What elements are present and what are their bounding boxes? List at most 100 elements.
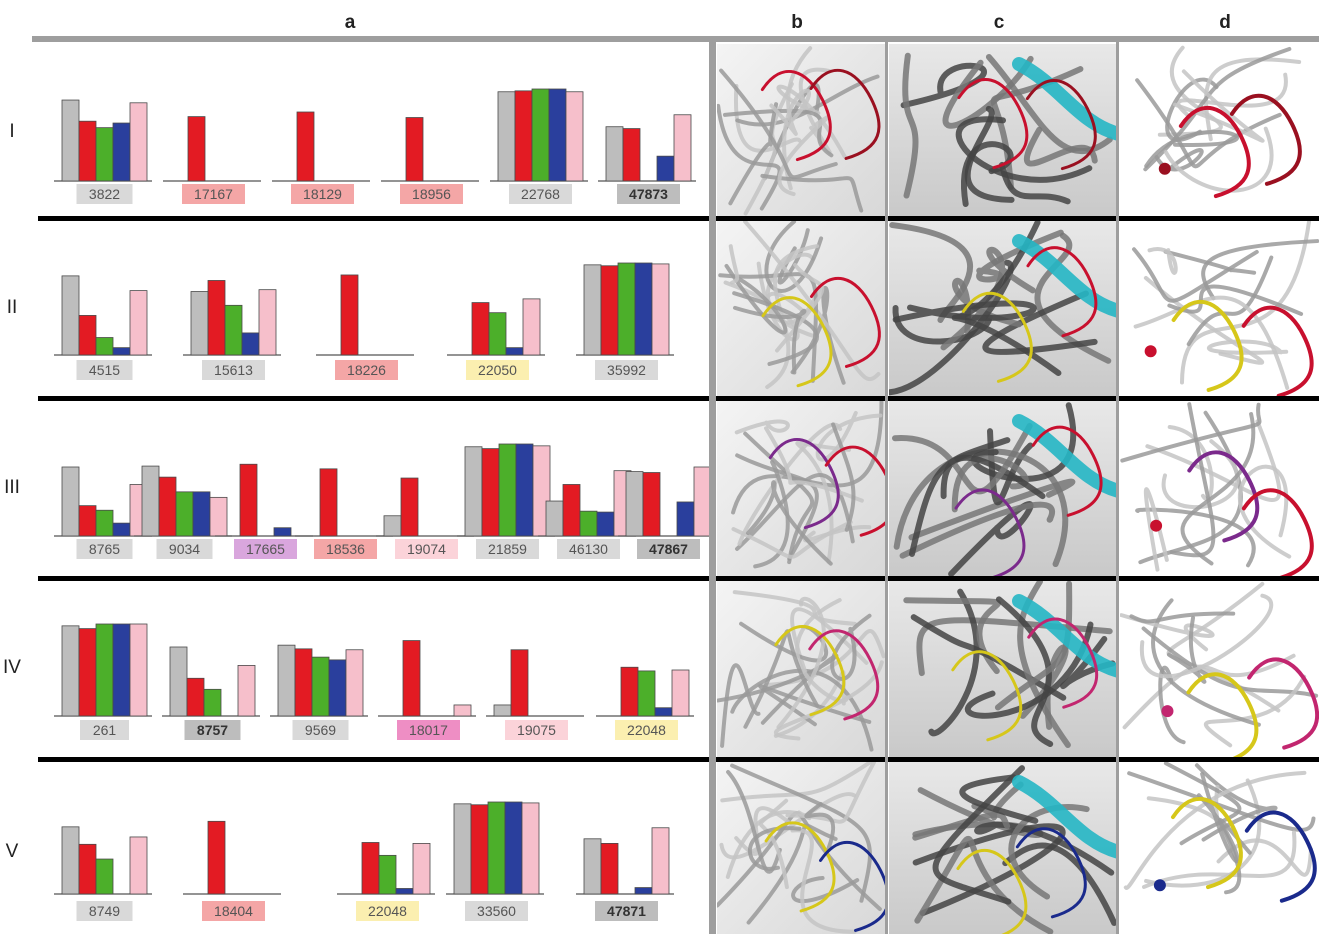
- bar-chart: 47873: [598, 114, 696, 204]
- bar-chart: 9569: [270, 644, 368, 740]
- highlight-loop: [824, 445, 885, 537]
- bar-pink: [453, 704, 472, 717]
- highlight-loop: [1241, 488, 1314, 576]
- structure-strand: [1129, 611, 1236, 624]
- bar-blue: [634, 887, 653, 895]
- structure-strand: [998, 161, 1071, 205]
- structure-id-label: 9034: [169, 541, 200, 557]
- id-label-background: [182, 184, 245, 204]
- structure-id-label: 21859: [488, 541, 527, 557]
- structure-strand: [1180, 221, 1312, 385]
- structure-strand: [1140, 593, 1273, 679]
- structure-strand: [928, 588, 980, 737]
- structure-panel-c: [889, 221, 1116, 396]
- id-label-background: [291, 184, 354, 204]
- structure-strand: [753, 460, 790, 569]
- structure-id-label: 3822: [89, 186, 120, 202]
- structure-strand: [976, 229, 1064, 283]
- highlight-loop: [1186, 672, 1259, 757]
- bar-pink: [129, 836, 148, 895]
- bar-red: [622, 128, 641, 182]
- bar-chart: 33560: [446, 801, 544, 921]
- bar-pink: [258, 289, 277, 356]
- bar-blue: [112, 623, 131, 717]
- structure-strand: [1203, 674, 1307, 748]
- structure-strand: [757, 629, 885, 688]
- bar-green: [203, 688, 222, 717]
- highlight-loop: [1171, 797, 1243, 890]
- structure-strand: [732, 590, 857, 626]
- bar-blue: [656, 155, 675, 182]
- bar-red: [481, 448, 500, 537]
- bar-red: [402, 640, 421, 717]
- bar-red: [296, 111, 315, 182]
- structure-id-label: 19074: [407, 541, 446, 557]
- id-label-background: [476, 539, 539, 559]
- structure-panel-c: [889, 581, 1116, 757]
- structure-strand: [1017, 581, 1071, 749]
- bar-chart: 47871: [576, 827, 674, 921]
- highlight-loop: [1025, 79, 1097, 171]
- structure-panel-d: [1120, 401, 1319, 576]
- structure-id-label: 47871: [607, 903, 646, 919]
- bar-blue: [504, 801, 523, 895]
- bar-chart: 18017: [378, 640, 476, 740]
- highlight-loop: [1244, 810, 1317, 903]
- structure-id-label: 18404: [214, 903, 253, 919]
- structure-strand: [831, 422, 856, 532]
- bar-green: [95, 623, 114, 717]
- structure-strand: [964, 621, 1094, 719]
- bar-chart: 18404: [183, 820, 281, 921]
- divider-b-c: [885, 36, 888, 934]
- bar-chart: 8749: [54, 826, 152, 921]
- structure-panel-d: [1120, 762, 1319, 934]
- structure-id-label: 8749: [89, 903, 120, 919]
- bar-gray: [61, 275, 80, 356]
- structure-strand: [1166, 615, 1207, 684]
- structure-strand: [765, 252, 818, 339]
- structure-strand: [1151, 598, 1261, 727]
- header-rule: [32, 36, 1319, 42]
- structure-id-label: 15613: [214, 362, 253, 378]
- structure-strand: [1123, 770, 1307, 890]
- structure-id-label: 8757: [197, 722, 228, 738]
- structure-strand: [830, 613, 872, 681]
- structure-strand: [1161, 439, 1240, 510]
- structure-strand: [728, 244, 740, 285]
- structure-strand: [903, 597, 1001, 675]
- structure-strand: [777, 114, 831, 197]
- structure-strand: [747, 826, 802, 871]
- structure-strand: [1237, 464, 1292, 559]
- highlight-loop: [1015, 827, 1087, 919]
- structure-id-label: 17167: [194, 186, 233, 202]
- column-header-b: b: [791, 12, 803, 33]
- atom-sphere: [1161, 705, 1174, 718]
- structure-panel-b: [717, 221, 885, 396]
- structure-id-label: 46130: [569, 541, 608, 557]
- bar-red: [78, 315, 97, 356]
- bar-gray: [605, 126, 624, 182]
- structure-id-label: 22050: [478, 362, 517, 378]
- highlight-loop: [1241, 305, 1314, 396]
- bar-red: [78, 628, 97, 717]
- bar-green: [637, 670, 656, 717]
- row-separator: [38, 396, 1319, 401]
- bar-red: [562, 484, 581, 537]
- structure-strand: [724, 263, 788, 335]
- structure-id-label: 35992: [607, 362, 646, 378]
- structure-strand: [1169, 402, 1216, 558]
- structure-strand: [912, 823, 1066, 917]
- structure-panel-b: [717, 762, 885, 934]
- bar-gray: [169, 646, 188, 717]
- structure-strand: [1218, 817, 1252, 895]
- structure-strand: [743, 431, 815, 565]
- bar-chart: 15613: [183, 280, 281, 380]
- bar-red: [400, 477, 419, 537]
- bar-gray: [61, 625, 80, 717]
- structure-panel-c: [889, 401, 1116, 576]
- id-label-background: [76, 539, 133, 559]
- id-label-background: [76, 901, 133, 921]
- highlight-loop: [768, 437, 840, 530]
